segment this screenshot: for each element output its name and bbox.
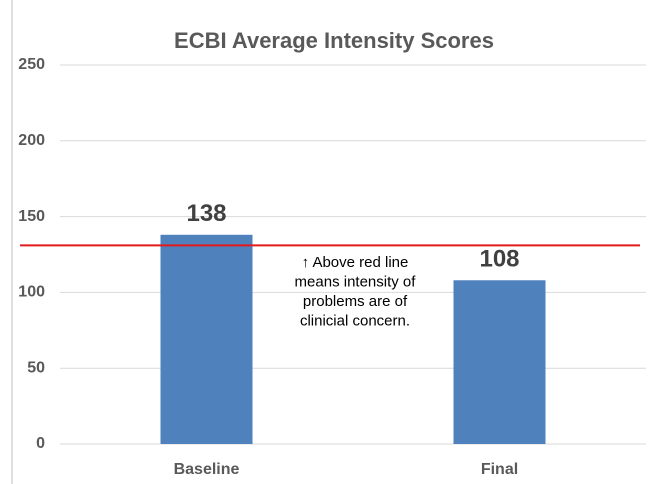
annotation: clinicial concern.: [300, 312, 410, 329]
annotation: means intensity of: [295, 273, 417, 290]
y-tick-label: 100: [18, 284, 45, 301]
y-tick-label: 250: [18, 56, 45, 73]
x-tick-label: Final: [481, 461, 518, 478]
value-label: 108: [479, 246, 519, 273]
chart-title: ECBI Average Intensity Scores: [174, 28, 494, 53]
y-tick-label: 200: [18, 132, 45, 149]
x-tick-label: Baseline: [174, 461, 240, 478]
annotation: ↑ Above red line: [302, 254, 409, 271]
y-tick-label: 0: [36, 435, 45, 452]
annotation: problems are of: [303, 293, 408, 310]
value-label: 138: [186, 200, 226, 227]
y-tick-label: 50: [27, 359, 45, 376]
bar: [453, 280, 546, 444]
bar: [160, 234, 253, 444]
y-tick-label: 150: [18, 208, 45, 225]
